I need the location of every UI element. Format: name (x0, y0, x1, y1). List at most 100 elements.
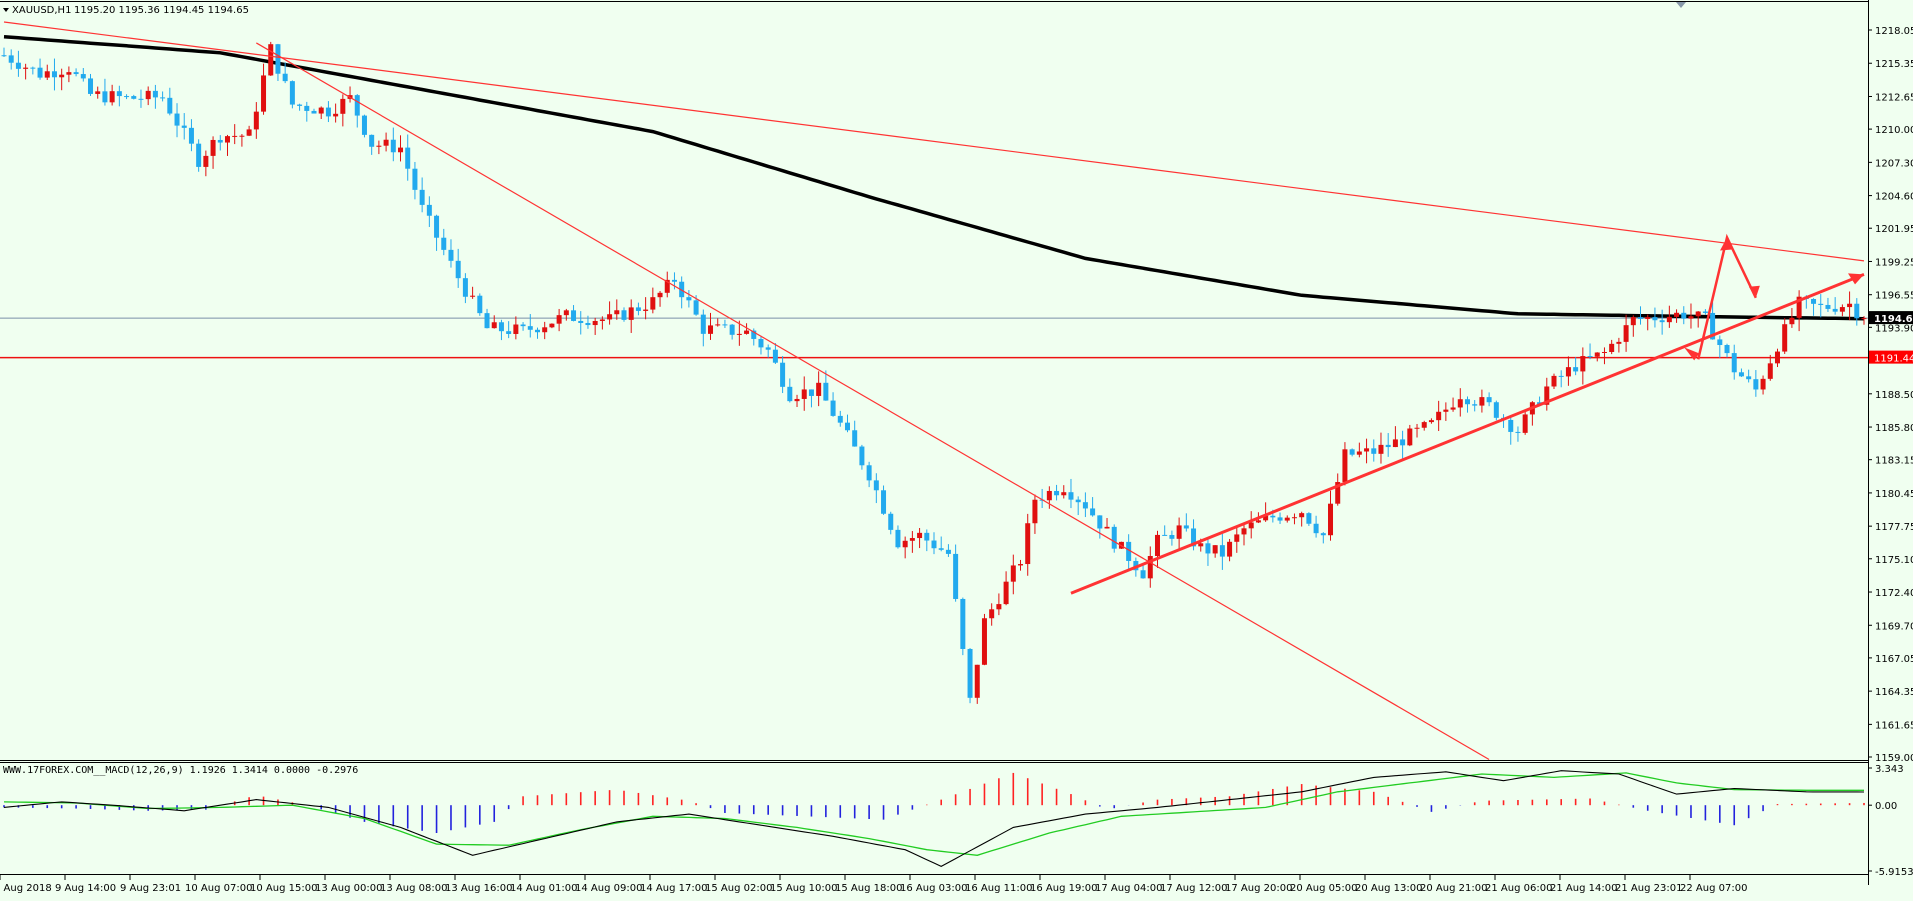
bear-candle (780, 362, 786, 387)
bear-candle (1349, 449, 1355, 455)
time-tick-label: 9 Aug 2018 (0, 883, 52, 894)
bear-candle (859, 446, 865, 466)
bear-candle (1385, 444, 1391, 448)
price-tick-label: 1204.60 (1875, 192, 1913, 203)
bear-candle (823, 382, 829, 401)
bear-candle (1270, 515, 1276, 518)
bear-candle (1090, 508, 1096, 516)
time-tick-label: 15 Aug 10:00 (770, 883, 837, 894)
price-tick-label: 1193.90 (1875, 323, 1913, 334)
macd-main-line (3, 770, 1865, 868)
bull-candle (203, 155, 209, 167)
bear-candle (852, 430, 858, 447)
bull-candle (715, 324, 721, 326)
bull-candle (1003, 581, 1009, 605)
bear-candle (506, 331, 512, 334)
bear-candle (441, 237, 447, 250)
bear-candle (160, 97, 166, 99)
bear-candle (275, 44, 281, 74)
bull-candle (261, 75, 267, 112)
bull-candle (917, 532, 923, 539)
bear-candle (8, 55, 14, 63)
macd-pane: WWW.17FOREX.COM__MACD(12,26,9) 1.1926 1.… (3, 764, 1913, 878)
bear-candle (1702, 311, 1708, 313)
bear-candle (808, 389, 814, 396)
projection-path (1696, 233, 1757, 360)
bull-candle (1356, 451, 1362, 455)
time-tick-label: 17 Aug 20:00 (1225, 883, 1292, 894)
level-price-value: 1191.44 (1874, 354, 1913, 365)
time-tick-label: 21 Aug 14:00 (1550, 883, 1617, 894)
bear-candle (434, 215, 440, 238)
bear-candle (635, 307, 641, 311)
bull-candle (1263, 515, 1269, 521)
price-tick-label: 1185.80 (1875, 423, 1913, 434)
bear-candle (1111, 526, 1117, 549)
price-tick-label: 1196.55 (1875, 291, 1913, 302)
price-tick-label: 1172.40 (1875, 588, 1913, 599)
bull-candle (1767, 363, 1773, 379)
bear-candle (1068, 492, 1074, 500)
bear-candle (578, 320, 584, 323)
trendline (3, 21, 1865, 262)
bull-candle (232, 135, 238, 137)
bull-candle (398, 147, 404, 153)
price-tick-label: 1201.95 (1875, 224, 1913, 235)
bear-candle (1710, 312, 1716, 340)
bull-candle (1241, 528, 1247, 535)
bear-candle (1075, 499, 1081, 503)
bull-candle (1782, 324, 1788, 352)
bull-candle (1839, 307, 1845, 312)
bull-candle (1666, 316, 1672, 323)
bull-candle (1688, 316, 1694, 319)
macd-tick-label: -5.9153 (1875, 867, 1913, 878)
bull-candle (981, 618, 987, 665)
bull-candle (1248, 522, 1254, 529)
bull-candle (909, 538, 915, 541)
bear-candle (953, 553, 959, 599)
bull-candle (66, 72, 72, 75)
bear-candle (571, 310, 577, 321)
time-tick-label: 9 Aug 14:00 (55, 883, 116, 894)
bear-candle (1169, 534, 1175, 539)
bull-candle (1061, 492, 1067, 496)
bull-candle (210, 139, 216, 156)
bull-candle (1421, 422, 1427, 428)
bear-candle (325, 107, 331, 117)
bear-candle (895, 529, 901, 548)
bear-candle (390, 139, 396, 153)
time-tick-label: 20 Aug 13:00 (1355, 883, 1422, 894)
bull-candle (513, 324, 519, 334)
bull-candle (1623, 325, 1629, 342)
bull-candle (1760, 378, 1766, 390)
bear-candle (15, 62, 21, 69)
bull-candle (44, 71, 50, 78)
bear-candle (967, 648, 973, 698)
bear-candle (1, 55, 7, 57)
bear-candle (751, 330, 757, 339)
bear-candle (1738, 372, 1744, 377)
moving-average-line (3, 35, 1865, 321)
bear-candle (527, 326, 533, 330)
bear-candle (426, 204, 432, 216)
time-tick-label: 21 Aug 23:01 (1615, 883, 1682, 894)
bear-candle (1652, 317, 1658, 321)
bull-candle (1609, 343, 1615, 352)
bull-candle (592, 320, 598, 326)
time-tick-label: 20 Aug 21:00 (1420, 883, 1487, 894)
bear-candle (369, 134, 375, 147)
bull-candle (657, 292, 663, 298)
level-price-badge: 1191.44 (1869, 350, 1913, 365)
bull-candle (902, 540, 908, 548)
bull-candle (145, 90, 151, 100)
bull-candle (470, 295, 476, 297)
bull-candle (1551, 375, 1557, 387)
bear-candle (1320, 533, 1326, 536)
bear-candle (217, 139, 223, 143)
price-tick-label: 1212.65 (1875, 92, 1913, 103)
bear-candle (881, 490, 887, 514)
bear-candle (80, 74, 86, 79)
time-tick-label: 17 Aug 04:00 (1095, 883, 1162, 894)
bear-candle (1753, 379, 1759, 390)
